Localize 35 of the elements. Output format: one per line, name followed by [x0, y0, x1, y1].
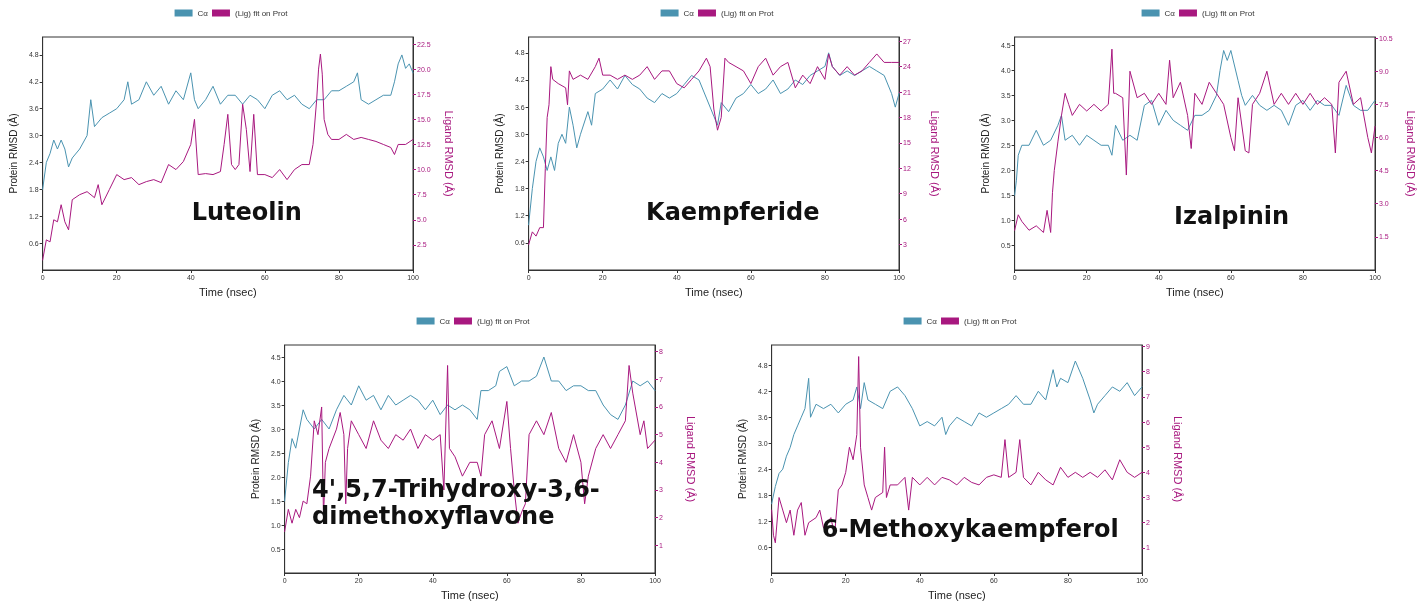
- x-axis-title: Time (nsec): [440, 588, 499, 601]
- y2-axis-title: Ligand RMSD (Å): [1404, 110, 1417, 197]
- legend-label: Cα: [1164, 8, 1176, 18]
- y-axis-title: Protein RMSD (Å): [735, 418, 748, 500]
- x-axis-title: Time (nsec): [684, 285, 743, 298]
- y-axis-title: Protein RMSD (Å): [248, 418, 261, 500]
- line-series: [1014, 48, 1376, 233]
- annotation: Izalpinin: [1174, 202, 1290, 231]
- y2-axis-title: Ligand RMSD (Å): [442, 110, 455, 197]
- annotation: Kaempferide: [646, 197, 820, 226]
- y2-axis-title: Ligand RMSD (Å): [684, 415, 697, 503]
- legend-label: (Lig) fit on Prot: [720, 8, 775, 18]
- line-series: [1014, 49, 1376, 196]
- annotation: Luteolin: [191, 197, 302, 226]
- line-series: [771, 360, 1143, 505]
- line-series: [284, 356, 656, 502]
- line-series: [42, 53, 414, 261]
- y-axis-title: Protein RMSD (Å): [492, 113, 505, 194]
- legend-label: Cα: [439, 316, 451, 326]
- y-axis-title: Protein RMSD (Å): [6, 113, 19, 194]
- x-axis-title: Time (nsec): [1165, 285, 1224, 298]
- y-axis-title: Protein RMSD (Å): [978, 113, 991, 194]
- legend-label: Cα: [683, 8, 695, 18]
- legend-label: Cα: [197, 8, 209, 18]
- x-axis-title: Time (nsec): [927, 588, 986, 601]
- x-axis-title: Time (nsec): [198, 285, 257, 298]
- y2-axis-title: Ligand RMSD (Å): [1171, 415, 1184, 503]
- line-series: [284, 364, 656, 532]
- line-series: [42, 54, 414, 190]
- legend-label: (Lig) fit on Prot: [1201, 8, 1256, 18]
- legend-label: (Lig) fit on Prot: [963, 316, 1018, 326]
- legend-label: (Lig) fit on Prot: [234, 8, 289, 18]
- legend-label: Cα: [926, 316, 938, 326]
- y2-axis-title: Ligand RMSD (Å): [928, 110, 941, 197]
- legend-label: (Lig) fit on Prot: [476, 316, 531, 326]
